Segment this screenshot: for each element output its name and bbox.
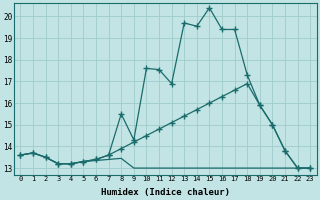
X-axis label: Humidex (Indice chaleur): Humidex (Indice chaleur)	[101, 188, 230, 197]
